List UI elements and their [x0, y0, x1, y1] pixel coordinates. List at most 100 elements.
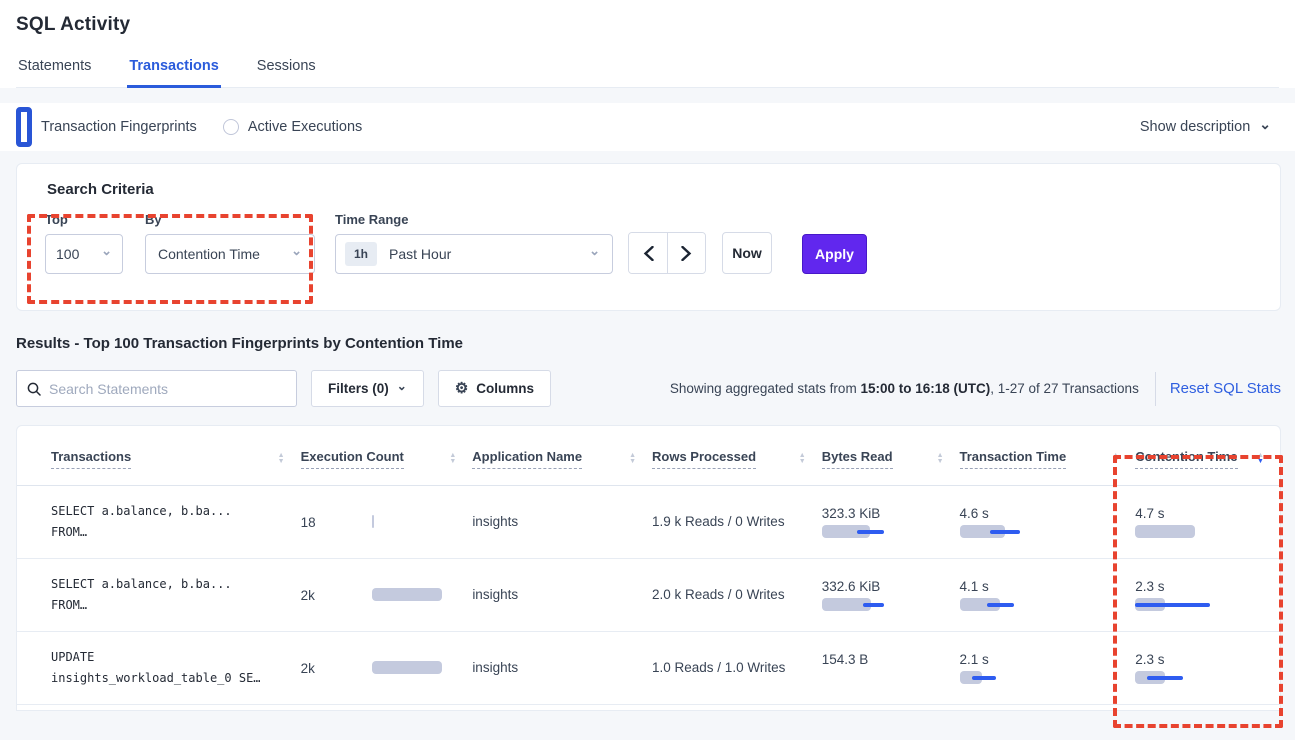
- transaction-query-cell[interactable]: UPDATE insights_workload_table_0 SE…: [17, 647, 301, 689]
- query-line: FROM…: [51, 525, 88, 539]
- by-select[interactable]: Contention Time ⌄: [145, 234, 315, 274]
- application-name-value: insights: [472, 660, 519, 675]
- sort-icon[interactable]: ▲ ▼: [936, 451, 944, 465]
- show-description-label: Show description: [1139, 119, 1251, 135]
- tab-sessions[interactable]: Sessions: [256, 58, 316, 74]
- transaction-query-cell[interactable]: SELECT a.balance, b.ba... FROM…: [17, 574, 301, 616]
- contention-time-cell: 2.3 s: [1135, 579, 1280, 612]
- show-description-toggle[interactable]: Show description ⌄: [1139, 116, 1271, 135]
- query-line: SELECT a.balance, b.ba...: [51, 577, 232, 591]
- contention-time-bar: [1135, 524, 1215, 539]
- application-name-value: insights: [472, 587, 519, 602]
- tab-transactions[interactable]: Transactions: [127, 58, 222, 88]
- by-select-value: Contention Time: [158, 246, 260, 262]
- view-toggle-bar: Transaction Fingerprints Active Executio…: [0, 103, 1295, 151]
- radio-transaction-fingerprints[interactable]: Transaction Fingerprints: [16, 107, 197, 147]
- tab-bar: Statements Transactions Sessions: [16, 58, 1279, 88]
- by-label: By: [145, 212, 162, 227]
- search-statements-input[interactable]: [49, 380, 286, 397]
- time-range-select[interactable]: 1h Past Hour ⌄: [335, 234, 613, 274]
- bytes-read-bar: [821, 597, 902, 612]
- view-radio-group: Transaction Fingerprints Active Executio…: [16, 107, 362, 147]
- sort-icon-descending[interactable]: ▲ ▼: [1257, 451, 1264, 465]
- sort-icon[interactable]: ▲ ▼: [277, 451, 285, 465]
- execution-count-bar: [371, 661, 452, 675]
- filters-label: Filters (0): [328, 381, 389, 396]
- top-select-value: 100: [56, 246, 80, 262]
- header-bytes-read[interactable]: Bytes Read ▲ ▼: [821, 449, 960, 469]
- rows-processed-value: 2.0 k Reads / 0 Writes: [652, 587, 785, 602]
- now-button[interactable]: Now: [722, 232, 772, 274]
- chevron-down-icon: ⌄: [589, 243, 600, 258]
- reset-sql-stats-link[interactable]: Reset SQL Stats: [1169, 380, 1281, 397]
- transaction-time-bar: [959, 670, 1040, 685]
- vertical-divider: [1154, 371, 1156, 406]
- header-label: Rows Processed: [652, 449, 757, 469]
- top-select[interactable]: 100 ⌄: [45, 234, 123, 274]
- previous-time-button[interactable]: [629, 233, 667, 273]
- table-row[interactable]: UPDATE insights_workload_table_0 SE… 2k …: [17, 632, 1280, 705]
- radio-selected-icon[interactable]: [16, 107, 32, 147]
- application-name-cell: insights: [472, 586, 652, 604]
- top-label: Top: [45, 212, 68, 227]
- transaction-time-bar: [959, 597, 1040, 612]
- bytes-read-bar: [821, 524, 902, 539]
- radio-unselected-icon[interactable]: [222, 119, 239, 135]
- header-application-name[interactable]: Application Name ▲ ▼: [472, 449, 652, 469]
- header-execution-count[interactable]: Execution Count ▲ ▼: [300, 449, 473, 469]
- transaction-query-cell[interactable]: SELECT a.balance, b.ba... FROM…: [17, 501, 301, 543]
- page-header: SQL Activity Statements Transactions Ses…: [0, 0, 1295, 88]
- header-label: Bytes Read: [821, 449, 893, 469]
- contention-time-value: 4.7 s: [1135, 505, 1165, 521]
- sort-icon[interactable]: ▲ ▼: [629, 451, 636, 465]
- radio-label: Active Executions: [247, 119, 363, 135]
- execution-count-value: 18: [300, 514, 316, 530]
- tab-statements[interactable]: Statements: [18, 58, 92, 74]
- sort-icon[interactable]: ▲ ▼: [1112, 451, 1120, 465]
- chevron-right-icon: [681, 245, 692, 261]
- header-label: Application Name: [472, 449, 583, 469]
- bytes-read-value: 154.3 B: [821, 651, 869, 667]
- next-time-button[interactable]: [667, 233, 705, 273]
- execution-count-bar: [371, 588, 452, 602]
- time-range-value: Past Hour: [389, 246, 452, 262]
- rows-processed-cell: 1.0 Reads / 1.0 Writes: [652, 659, 822, 677]
- chevron-left-icon: [643, 245, 654, 261]
- time-range-label: Time Range: [335, 212, 409, 227]
- header-contention-time[interactable]: Contention Time ▲ ▼: [1135, 449, 1280, 469]
- header-label: Execution Count: [300, 449, 404, 469]
- results-toolbar: Filters (0) ⌄ ⚙ Columns Showing aggregat…: [16, 370, 1281, 407]
- chevron-down-icon: ⌄: [1259, 116, 1271, 132]
- table-row[interactable]: SELECT a.balance, b.ba... FROM… 2k insig…: [17, 559, 1280, 632]
- bytes-read-cell: 323.3 KiB: [821, 505, 960, 539]
- transaction-time-cell: 4.6 s: [959, 506, 1136, 539]
- contention-time-bar: [1135, 597, 1215, 612]
- filters-button[interactable]: Filters (0) ⌄: [311, 370, 424, 407]
- transaction-time-cell: 4.1 s: [959, 579, 1136, 612]
- header-transaction-time[interactable]: Transaction Time ▲ ▼: [959, 449, 1136, 469]
- query-line: insights_workload_table_0 SE…: [51, 671, 261, 685]
- top-control: Top 100 ⌄: [45, 212, 123, 274]
- toolbar-right: Showing aggregated stats from 15:00 to 1…: [669, 371, 1281, 406]
- contention-time-value: 2.3 s: [1135, 578, 1165, 594]
- bytes-read-cell: 332.6 KiB: [821, 579, 960, 612]
- table-row[interactable]: SELECT a.balance, b.ba... FROM… 18 insig…: [17, 486, 1280, 559]
- header-rows-processed[interactable]: Rows Processed ▲ ▼: [652, 449, 822, 469]
- apply-button[interactable]: Apply: [802, 234, 867, 274]
- radio-active-executions[interactable]: Active Executions: [222, 119, 363, 135]
- bytes-read-value: 323.3 KiB: [821, 505, 881, 521]
- stats-prefix: Showing aggregated stats from: [669, 381, 861, 396]
- sort-icon[interactable]: ▲ ▼: [798, 451, 806, 465]
- results-heading: Results - Top 100 Transaction Fingerprin…: [16, 335, 464, 352]
- execution-count-bar: [371, 515, 452, 529]
- time-range-control: Time Range 1h Past Hour ⌄: [335, 212, 613, 274]
- stats-range: 15:00 to 16:18 (UTC): [860, 381, 991, 396]
- header-transactions[interactable]: Transactions ▲ ▼: [17, 449, 301, 469]
- sort-icon[interactable]: ▲ ▼: [449, 451, 457, 465]
- query-line: SELECT a.balance, b.ba...: [51, 504, 232, 518]
- header-label: Contention Time: [1135, 449, 1238, 469]
- columns-button[interactable]: ⚙ Columns: [437, 370, 552, 407]
- query-line: FROM…: [51, 598, 88, 612]
- query-line: UPDATE: [51, 650, 95, 664]
